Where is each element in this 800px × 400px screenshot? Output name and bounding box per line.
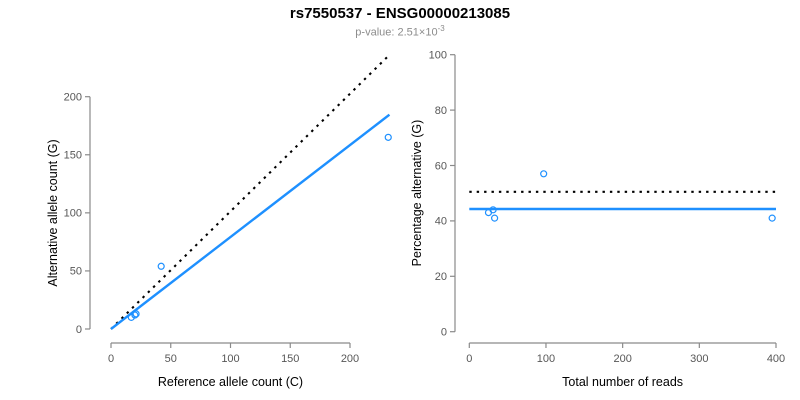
x-tick-label: 100 [537, 353, 555, 365]
y-tick-label: 0 [441, 327, 447, 339]
x-tick-label: 200 [341, 353, 359, 365]
data-point [491, 214, 499, 222]
expected-identity-line [110, 54, 391, 330]
data-point [489, 206, 497, 214]
data-point [127, 313, 135, 321]
y-tick-label: 0 [76, 324, 82, 336]
pvalue-exponent: -3 [437, 24, 445, 33]
data-point [131, 311, 139, 319]
x-tick-label: 0 [466, 353, 472, 365]
plot-title: rs7550537 - ENSG00000213085 [289, 5, 511, 22]
y-tick-label: 40 [435, 216, 447, 228]
pvalue-text: p-value: 2.51×10 [355, 26, 438, 39]
x-tick-label: 0 [108, 353, 114, 365]
data-point [540, 170, 548, 178]
y-tick-label: 150 [64, 150, 82, 162]
y-tick-label: 200 [64, 92, 82, 104]
x-tick-label: 300 [690, 353, 708, 365]
y-tick-label: 100 [429, 50, 447, 62]
y-tick-label: 100 [64, 208, 82, 220]
data-point [384, 133, 392, 141]
y-tick-label: 20 [435, 271, 447, 283]
x-axis-title-left: Reference allele count (C) [158, 375, 303, 389]
x-tick-label: 200 [613, 353, 631, 365]
x-tick-label: 400 [767, 353, 785, 365]
x-axis-title-right: Total number of reads [562, 375, 683, 389]
data-point [157, 262, 165, 270]
data-point [768, 214, 776, 222]
y-tick-label: 60 [435, 160, 447, 172]
y-axis-title-left: Alternative allele count (G) [46, 139, 60, 286]
y-tick-label: 50 [70, 266, 82, 278]
fitted-allele-line [110, 113, 391, 330]
x-tick-label: 100 [221, 353, 239, 365]
data-point [132, 310, 140, 318]
y-tick-label: 80 [435, 105, 447, 117]
x-tick-label: 150 [281, 353, 299, 365]
y-axis-title-right: Percentage alternative (G) [410, 120, 424, 267]
plot-subtitle: p-value: 2.51×10-3 [0, 24, 800, 39]
x-tick-label: 50 [165, 353, 177, 365]
